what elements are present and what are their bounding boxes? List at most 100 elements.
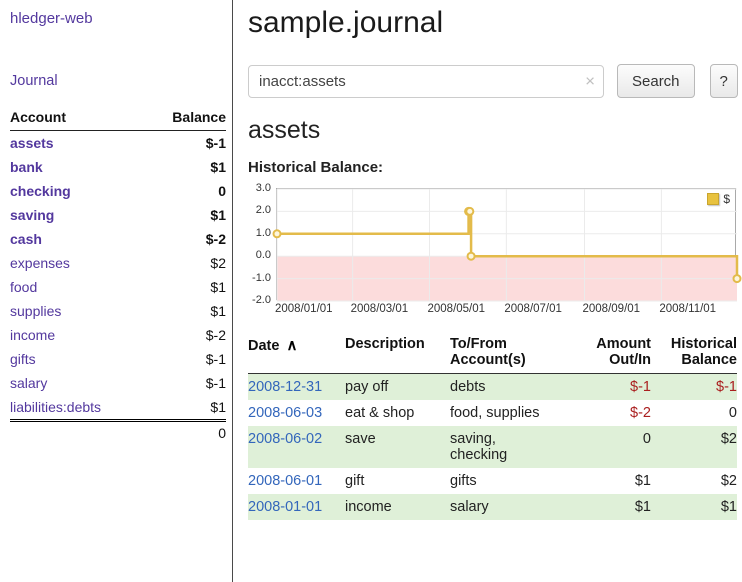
transaction-balance: $2 <box>720 473 737 489</box>
search-input[interactable] <box>248 64 604 98</box>
transaction-amount: $-1 <box>630 379 651 395</box>
accounts-header-balance: Balance <box>145 105 226 131</box>
x-tick-label: 2008/05/01 <box>427 303 486 315</box>
x-tick-label: 2008/01/01 <box>275 303 333 315</box>
register-header-amount: Amount Out/In <box>572 334 651 374</box>
account-link-cash[interactable]: cash <box>10 231 42 247</box>
account-balance-salary: $-1 <box>205 375 226 391</box>
account-row-cash: cash $-2 <box>10 227 226 251</box>
transaction-description: gift <box>345 473 365 489</box>
data-point-marker <box>732 274 742 284</box>
transaction-date-link[interactable]: 2008-06-02 <box>248 431 323 447</box>
chart-x-axis: 2008/01/01 2008/03/01 2008/05/01 2008/07/01… <box>275 300 737 318</box>
transaction-date-link[interactable]: 2008-01-01 <box>248 499 323 515</box>
transaction-amount: $1 <box>634 499 651 515</box>
register-row: 2008-12-31 pay off debts $-1 $-1 <box>248 373 737 400</box>
x-tick-label: 2008/11/01 <box>659 303 717 315</box>
account-link-gifts[interactable]: gifts <box>10 351 36 367</box>
historical-balance-chart: 3.0 2.0 1.0 0.0 -1.0 -2.0 $ 2008/01/01 2008/03… <box>248 182 742 318</box>
account-balance-food: $1 <box>210 279 226 295</box>
legend-label: $ <box>723 192 730 206</box>
transaction-amount: $1 <box>634 473 651 489</box>
journal-link[interactable]: Journal <box>10 73 58 89</box>
transaction-accounts: gifts <box>450 473 477 489</box>
account-row-checking: checking 0 <box>10 179 226 203</box>
account-link-income[interactable]: income <box>10 327 56 343</box>
account-balance-liabilities-debts: $1 <box>210 399 226 415</box>
transaction-accounts: saving, checking <box>450 431 508 463</box>
transaction-description: save <box>345 431 376 447</box>
register-header-account: To/From Account(s) <box>450 334 572 374</box>
account-balance-saving: $1 <box>210 207 226 223</box>
account-link-saving[interactable]: saving <box>10 207 55 223</box>
register-table: Date ∧ Description To/From Account(s) Amo… <box>248 334 737 520</box>
data-point-marker <box>272 229 282 239</box>
transaction-date-link[interactable]: 2008-12-31 <box>248 379 323 395</box>
clear-search-icon[interactable]: × <box>585 71 595 91</box>
transaction-balance: 0 <box>728 405 737 421</box>
data-point-marker <box>465 206 475 216</box>
register-row: 2008-06-03 eat & shop food, supplies $-2… <box>248 400 737 426</box>
transaction-description: income <box>345 499 392 515</box>
brand-link[interactable]: hledger-web <box>10 10 93 27</box>
account-balance-gifts: $-1 <box>205 351 226 367</box>
account-link-bank[interactable]: bank <box>10 159 43 175</box>
transaction-amount: 0 <box>642 431 651 447</box>
chart-title: Historical Balance: <box>248 159 384 176</box>
account-link-checking[interactable]: checking <box>10 183 71 199</box>
transaction-date-link[interactable]: 2008-06-03 <box>248 405 323 421</box>
account-row-food: food $1 <box>10 275 226 299</box>
accounts-header-account: Account <box>10 105 146 131</box>
account-row-liabilities-debts: liabilities:debts $1 <box>10 395 226 421</box>
account-link-liabilities-debts[interactable]: liabilities:debts <box>10 399 102 415</box>
register-header-date[interactable]: Date ∧ <box>248 334 345 374</box>
y-tick-label: 1.0 <box>255 226 271 239</box>
account-link-salary[interactable]: salary <box>10 375 48 391</box>
y-tick-label: 3.0 <box>255 182 271 194</box>
register-row: 2008-06-01 gift gifts $1 $2 <box>248 468 737 494</box>
y-tick-label: -1.0 <box>252 271 271 284</box>
search-button[interactable]: Search <box>617 64 695 98</box>
account-row-saving: saving $1 <box>10 203 226 227</box>
search-box: × <box>248 64 604 98</box>
chart-y-axis: 3.0 2.0 1.0 0.0 -1.0 -2.0 <box>248 182 276 306</box>
account-balance-expenses: $2 <box>210 255 226 271</box>
sort-ascending-icon: ∧ <box>286 337 298 354</box>
y-tick-label: 0.0 <box>255 249 271 262</box>
chart-canvas <box>272 188 742 302</box>
account-link-food[interactable]: food <box>10 279 38 295</box>
account-link-expenses[interactable]: expenses <box>10 255 70 271</box>
transaction-date-link[interactable]: 2008-06-01 <box>248 473 323 489</box>
transaction-balance: $1 <box>720 499 737 515</box>
help-button[interactable]: ? <box>709 64 738 98</box>
x-tick-label: 2008/03/01 <box>350 303 409 315</box>
data-point-marker <box>466 251 476 261</box>
register-header-description: Description <box>345 334 450 374</box>
y-tick-label: -2.0 <box>252 294 271 306</box>
search-row: × Search ? <box>248 64 738 98</box>
accounts-table: Account Balance assets $-1 bank $1 check… <box>10 105 226 445</box>
account-balance-bank: $1 <box>210 159 226 175</box>
register-row: 2008-01-01 income salary $1 $1 <box>248 494 737 520</box>
account-link-supplies[interactable]: supplies <box>10 303 62 319</box>
chart-plot-area: $ <box>272 188 742 302</box>
transaction-amount: $-2 <box>630 405 651 421</box>
account-heading: assets <box>248 116 321 144</box>
transaction-accounts: debts <box>450 379 486 395</box>
account-row-supplies: supplies $1 <box>10 299 226 323</box>
sidebar: hledger-web Journal Account Balance asse… <box>0 0 233 582</box>
transaction-accounts: food, supplies <box>450 405 540 421</box>
legend-swatch-icon <box>707 193 720 205</box>
account-balance-supplies: $1 <box>210 303 226 319</box>
account-balance-checking: 0 <box>218 183 226 199</box>
x-tick-label: 2008/09/01 <box>582 303 641 315</box>
x-tick-label: 2008/07/01 <box>504 303 562 315</box>
chart-legend: $ <box>707 192 730 206</box>
account-row-assets: assets $-1 <box>10 131 226 156</box>
account-row-gifts: gifts $-1 <box>10 347 226 371</box>
account-link-assets[interactable]: assets <box>10 135 54 151</box>
register-row: 2008-06-02 save saving, checking 0 $2 <box>248 426 737 468</box>
account-row-salary: salary $-1 <box>10 371 226 395</box>
account-row-income: income $-2 <box>10 323 226 347</box>
